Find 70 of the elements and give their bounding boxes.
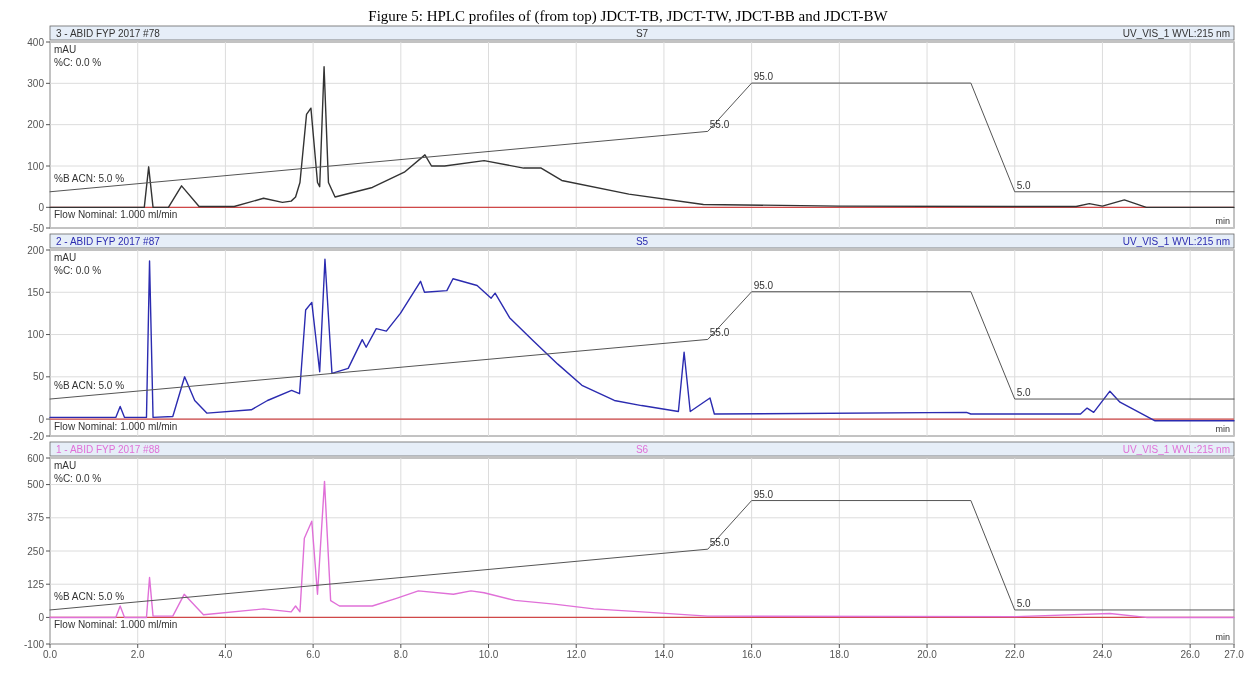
data-label: 5.0 — [1016, 179, 1032, 191]
y-axis-title: mAU — [54, 44, 77, 55]
x-tick-label: 4.0 — [218, 649, 233, 660]
x-tick-label: 6.0 — [306, 649, 321, 660]
text: UV_VIS_1 WVL:215 nm — [1122, 444, 1230, 455]
y-tick-label: 0 — [38, 201, 45, 213]
text: 1 - ABID FYP 2017 #88 — [56, 444, 161, 455]
y-tick-label: 600 — [27, 452, 45, 464]
y-tick-label: 200 — [27, 119, 45, 131]
x-tick-label: 12.0 — [566, 649, 587, 660]
annotation: %C: 0.0 % — [54, 265, 102, 276]
data-label: 5.0 — [1016, 597, 1032, 609]
x-tick-label: 16.0 — [741, 649, 762, 660]
text: UV_VIS_1 WVL:215 nm — [1122, 28, 1230, 39]
y-tick-label: 500 — [27, 479, 45, 491]
x-tick-label: 24.0 — [1092, 649, 1113, 660]
y-tick-label: 0 — [38, 413, 45, 425]
chart-title: Figure 5: HPLC profiles of (from top) JDCT-TB, JDCT-TW, JDCT-BB and JDCT-BW — [368, 8, 889, 25]
data-label: 5.0 — [1016, 387, 1032, 399]
y-tick-label: 125 — [27, 578, 45, 590]
annotation: Flow Nominal: 1.000 ml/min — [54, 209, 178, 221]
text: UV_VIS_1 WVL:215 nm — [1122, 236, 1230, 247]
y-tick-label: -100 — [23, 638, 45, 650]
x-tick-label: 10.0 — [478, 649, 499, 660]
x-tick-label: 0.0 — [43, 649, 58, 660]
x-axis-title: min — [1215, 216, 1230, 226]
x-tick-label: 18.0 — [829, 649, 850, 660]
data-label: 95.0 — [753, 488, 774, 500]
x-tick-label: 14.0 — [654, 649, 675, 660]
y-tick-label: -50 — [29, 222, 45, 234]
annotation: Flow Nominal: 1.000 ml/min — [54, 619, 178, 631]
text: 2 - ABID FYP 2017 #87 — [56, 236, 161, 247]
y-tick-label: 150 — [27, 286, 45, 298]
data-label: 55.0 — [709, 119, 730, 131]
text: S7 — [635, 28, 649, 39]
y-tick-label: 0 — [38, 611, 45, 623]
y-tick-label: 300 — [27, 77, 45, 89]
y-axis-title: mAU — [54, 252, 77, 263]
data-label: 55.0 — [709, 327, 730, 339]
x-tick-label: 27.0 — [1224, 649, 1245, 660]
y-tick-label: 100 — [27, 329, 45, 341]
y-tick-label: 375 — [27, 512, 45, 524]
data-label: 95.0 — [753, 71, 774, 83]
x-tick-label: 20.0 — [917, 649, 938, 660]
data-label: %B ACN: 5.0 % — [54, 380, 125, 392]
x-tick-label: 26.0 — [1180, 649, 1201, 660]
x-tick-label: 22.0 — [1005, 649, 1025, 660]
y-tick-label: -20 — [29, 430, 45, 442]
text: S6 — [635, 444, 649, 455]
x-tick-label: 2.0 — [130, 649, 146, 660]
data-label: %B ACN: 5.0 % — [54, 172, 125, 184]
y-tick-label: 200 — [27, 244, 45, 256]
data-label: %B ACN: 5.0 % — [54, 590, 125, 602]
annotation: Flow Nominal: 1.000 ml/min — [54, 421, 178, 433]
y-axis-title: mAU — [54, 460, 77, 471]
line-series — [49, 66, 1235, 209]
text: 3 - ABID FYP 2017 #78 — [56, 28, 161, 39]
y-tick-label: 250 — [27, 545, 45, 557]
x-tick-label: 8.0 — [393, 649, 409, 660]
x-axis-title: min — [1215, 632, 1230, 642]
y-tick-label: 50 — [32, 371, 45, 383]
x-axis-title: min — [1215, 424, 1230, 434]
data-label: 55.0 — [709, 537, 730, 549]
y-tick-label: 100 — [27, 160, 45, 172]
y-tick-label: 400 — [27, 36, 45, 48]
annotation: %C: 0.0 % — [54, 57, 102, 68]
line-series — [49, 480, 1235, 619]
annotation: %C: 0.0 % — [54, 473, 102, 484]
data-label: 95.0 — [753, 279, 774, 291]
text: S5 — [635, 236, 649, 247]
